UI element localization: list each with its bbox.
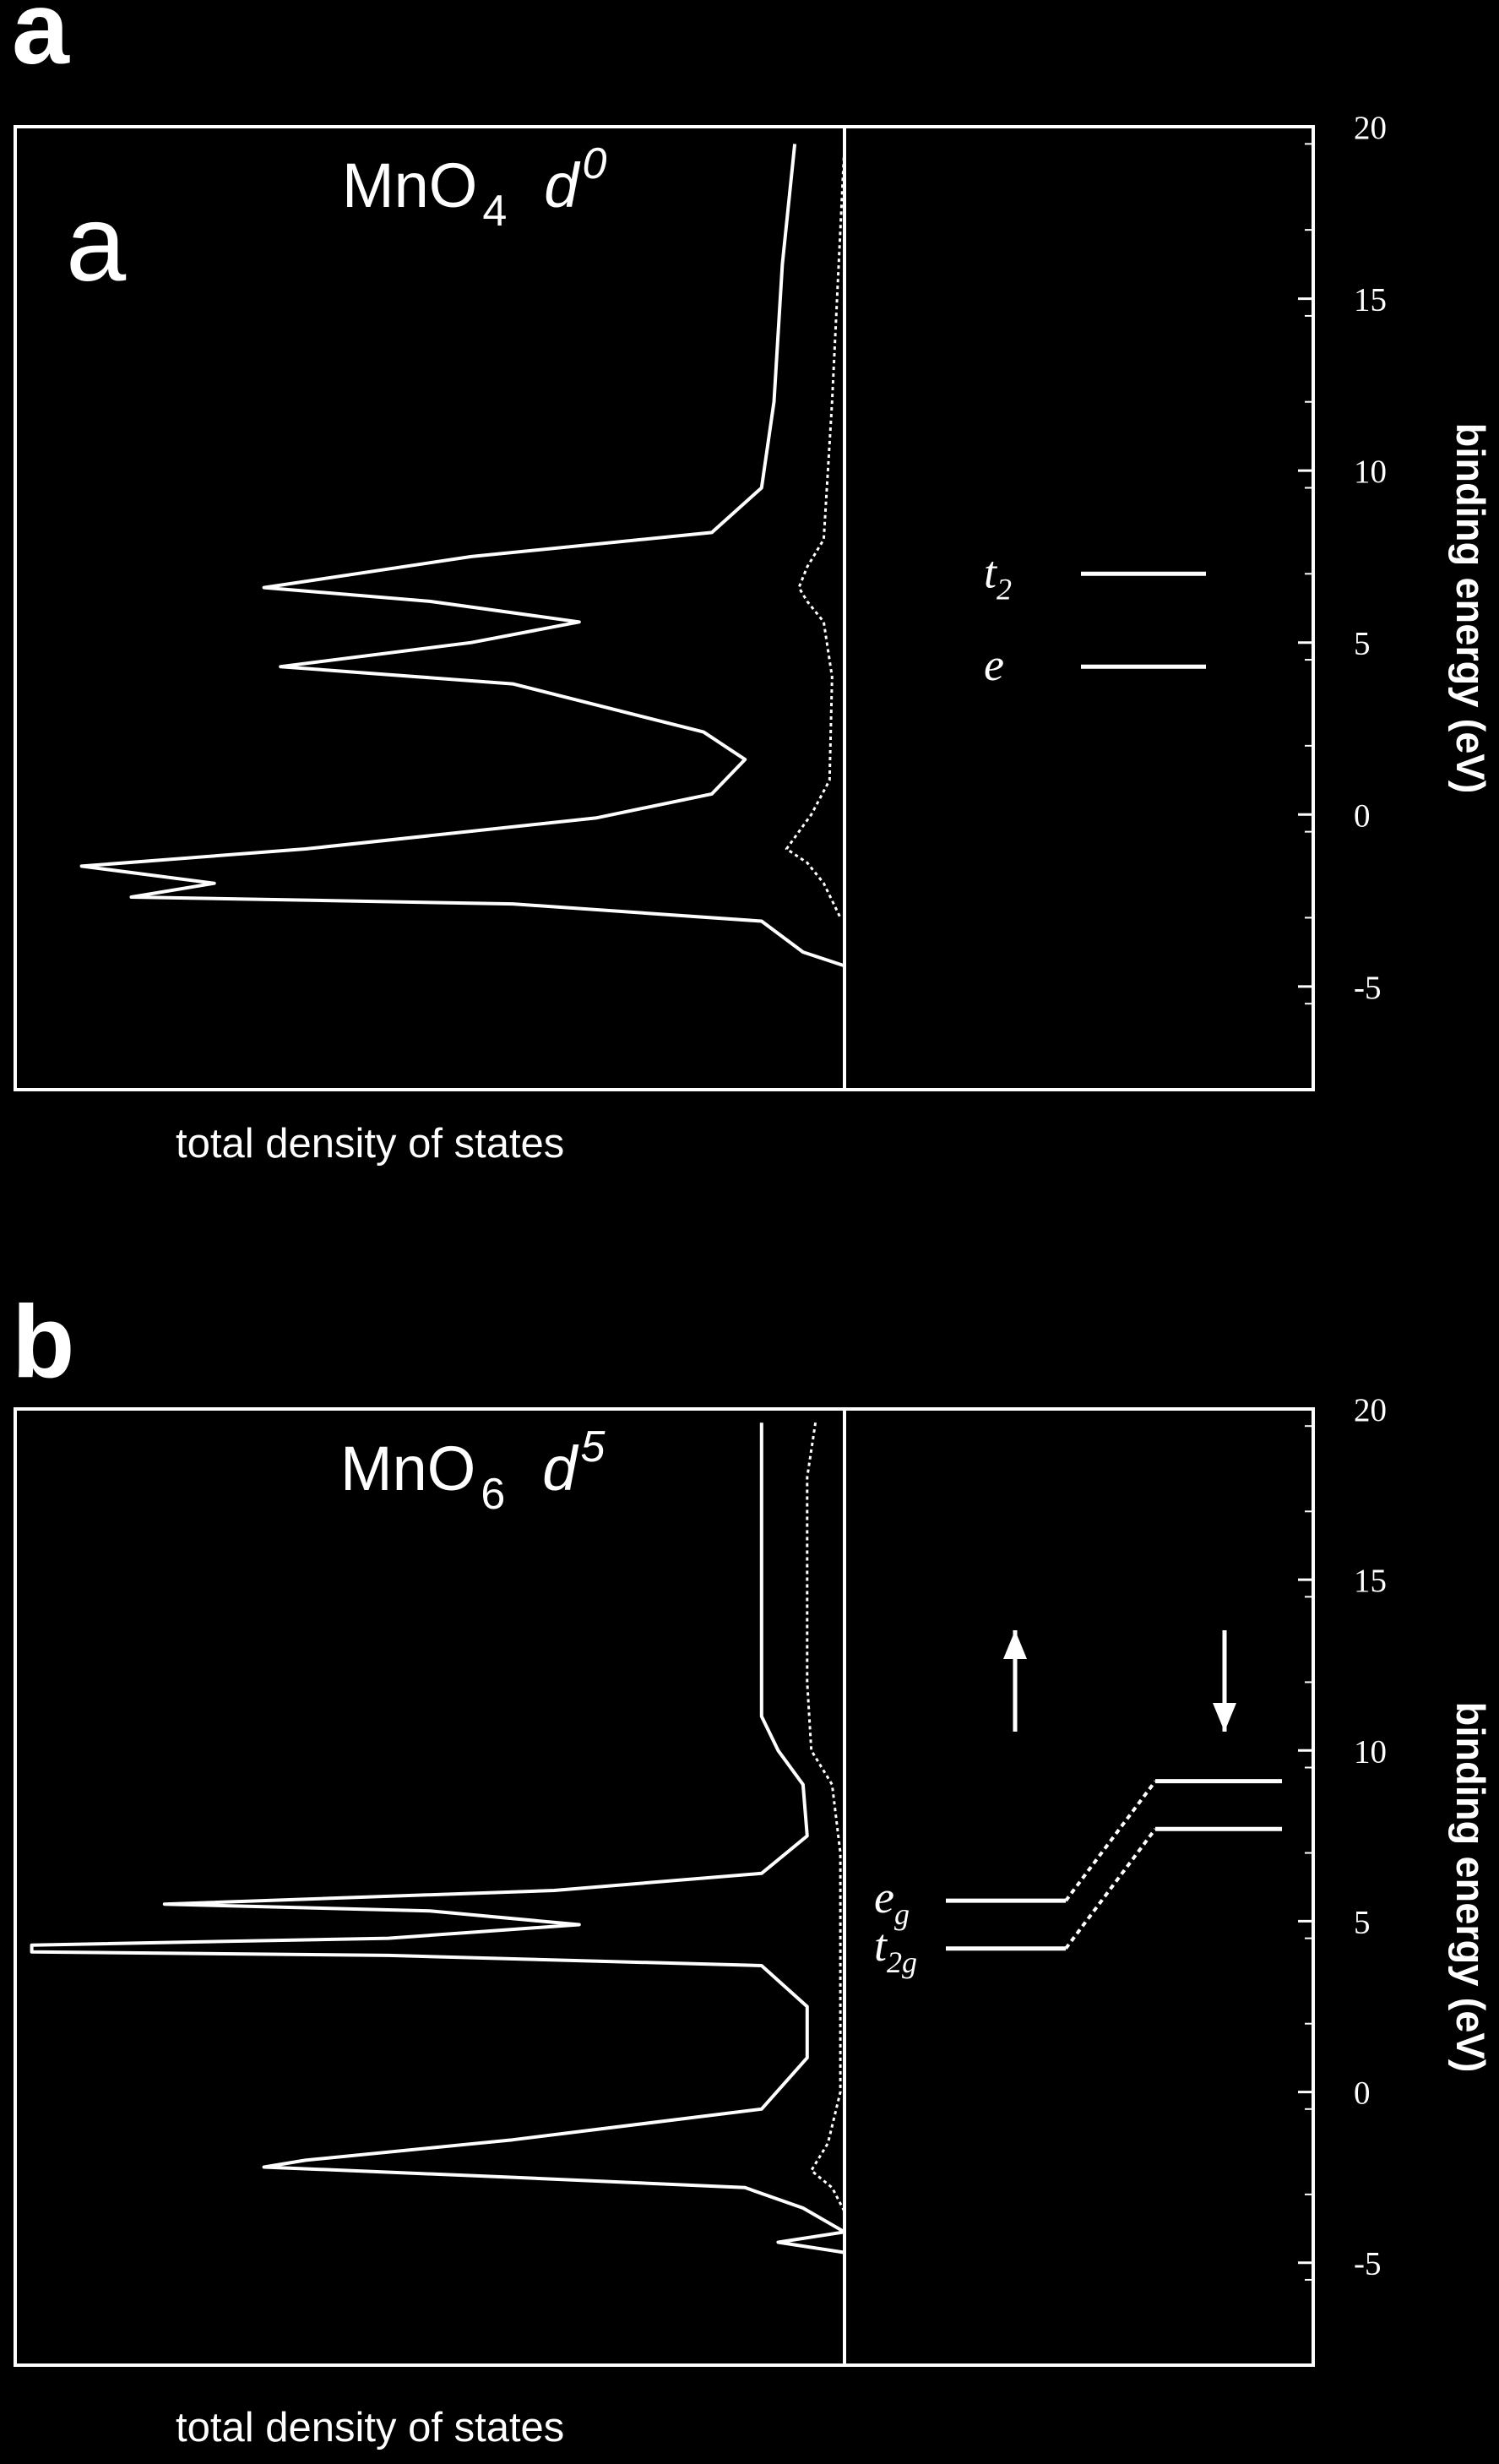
y-axis-label: binding energy (eV) xyxy=(1448,1702,1493,2073)
inset-letter: a xyxy=(66,183,127,304)
dos-curve-partial xyxy=(785,144,846,919)
dos-curve-total xyxy=(79,144,845,968)
spin-arrow-head xyxy=(1003,1630,1027,1659)
y-tick-label: 15 xyxy=(1354,282,1387,318)
y-tick-label: 20 xyxy=(1354,1392,1387,1428)
energy-level-label: e xyxy=(984,639,1004,690)
y-tick-label: 0 xyxy=(1354,797,1371,834)
plot-frame xyxy=(14,1407,1315,2367)
panel-a: a a 20 15 10 5 0 -5 binding energy (eV) total den… xyxy=(12,0,1493,1167)
panel-letter: a xyxy=(12,0,70,85)
panel-letter: b xyxy=(12,1284,75,1399)
panel-title: MnO 6 d5 xyxy=(340,1422,606,1519)
energy-level-label: eg xyxy=(874,1872,910,1931)
x-axis-label: total density of states xyxy=(176,2405,564,2450)
y-tick-label: 10 xyxy=(1354,1733,1387,1770)
x-axis-label: total density of states xyxy=(176,1121,564,1167)
y-tick-label: 20 xyxy=(1354,110,1387,146)
y-tick-label: 5 xyxy=(1354,1904,1371,1940)
panel-title: MnO 4 d0 xyxy=(342,139,606,236)
spin-arrow-head xyxy=(1213,1703,1236,1732)
y-tick-label: 0 xyxy=(1354,2075,1371,2112)
y-tick-label: 5 xyxy=(1354,626,1371,662)
plot-frame xyxy=(14,125,1315,1091)
panel-b: b 20 15 10 5 0 -5 binding energy (eV) total dens… xyxy=(12,1284,1493,2450)
y-tick-label: -5 xyxy=(1354,970,1382,1006)
y-tick-label: 10 xyxy=(1354,454,1387,490)
y-tick-label: 15 xyxy=(1354,1563,1387,1599)
dos-curve-partial xyxy=(806,1422,846,2212)
dos-curve-total xyxy=(30,1422,846,2255)
energy-level-label: t2 xyxy=(984,547,1012,606)
level-connector xyxy=(1064,1780,1157,1902)
y-axis-label: binding energy (eV) xyxy=(1448,423,1493,794)
level-connector xyxy=(1064,1828,1157,1950)
energy-level-label: t2g xyxy=(874,1920,917,1979)
y-tick-label: -5 xyxy=(1354,2246,1382,2282)
